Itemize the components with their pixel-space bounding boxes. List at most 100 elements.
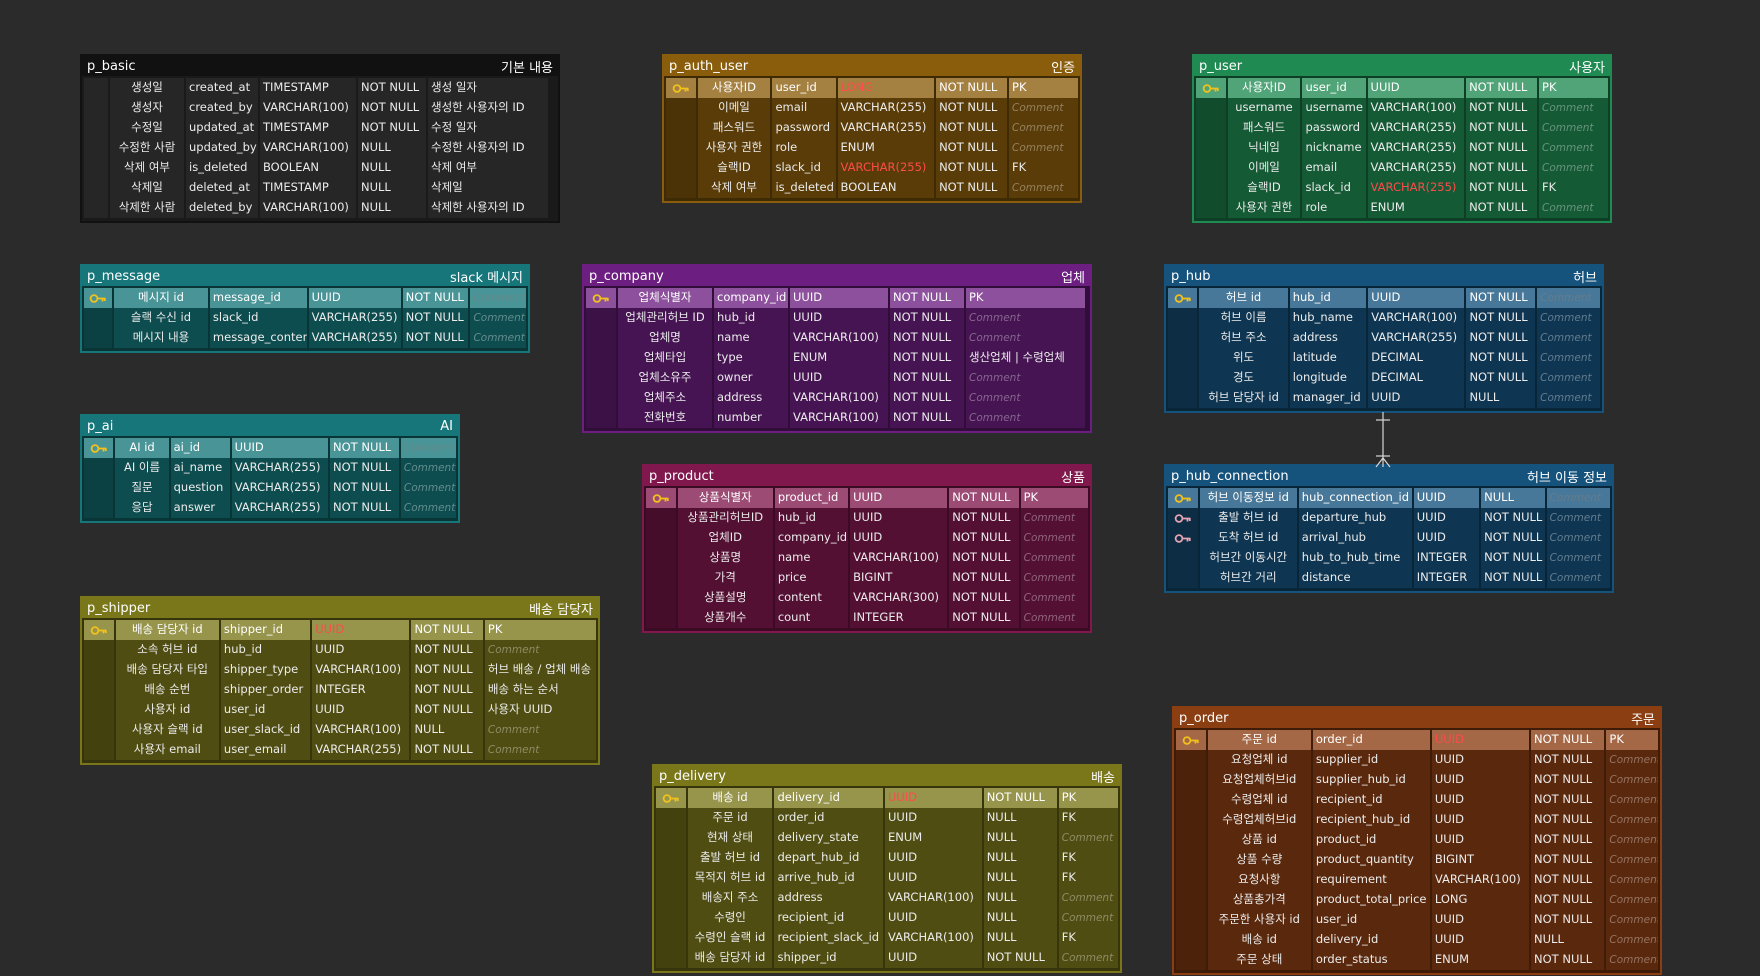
table-p_message[interactable]: p_message slack 메시지 메시지 id message_id UUID NO… [80, 264, 530, 353]
primary-key-row[interactable]: 사용자ID user_id LONG NOT NULL PK [666, 78, 1079, 98]
column-row[interactable]: 상품설명 content VARCHAR(300) NOT NULL Comment [646, 588, 1088, 608]
column-row[interactable]: 배송 id delivery_id UUID NULL Comment [1176, 930, 1659, 950]
table-header[interactable]: p_shipper 배송 담당자 [82, 598, 598, 618]
table-p_auth_user[interactable]: p_auth_user 인증 사용자ID user_id LONG NOT NULL PK 이… [662, 54, 1082, 203]
column-row[interactable]: 사용자 권한 role ENUM NOT NULL Comment [1196, 198, 1609, 218]
column-row[interactable]: 수령업체허브id recipient_hub_id UUID NOT NULL Comm… [1176, 810, 1659, 830]
column-row[interactable]: 업체관리허브 ID hub_id UUID NOT NULL Comment [586, 308, 1088, 328]
primary-key-row[interactable]: 상품식별자 product_id UUID NOT NULL PK [646, 488, 1088, 508]
column-row[interactable]: username username VARCHAR(100) NOT NULL Comm… [1196, 98, 1609, 118]
column-row[interactable]: 주문 상태 order_status ENUM NOT NULL Comment [1176, 950, 1659, 970]
primary-key-row[interactable]: 허브 이동정보 id hub_connection_id UUID NULL Comme… [1168, 488, 1610, 508]
table-header[interactable]: p_delivery 배송 [654, 766, 1120, 786]
column-row[interactable]: 요청사항 requirement VARCHAR(100) NOT NULL Comme… [1176, 870, 1659, 890]
column-row[interactable]: 상품총가격 product_total_price LONG NOT NULL Comm… [1176, 890, 1659, 910]
table-p_hub_connection[interactable]: p_hub_connection 허브 이동 정보 허브 이동정보 id hub_co… [1164, 464, 1614, 593]
table-header[interactable]: p_auth_user 인증 [664, 56, 1080, 76]
column-row[interactable]: 배송 순번 shipper_order INTEGER NOT NULL 배송 하는 순… [84, 680, 597, 700]
column-row[interactable]: 상품 수량 product_quantity BIGINT NOT NULL Comme… [1176, 850, 1659, 870]
column-row[interactable]: 배송 담당자 id shipper_id UUID NOT NULL Comment [656, 948, 1118, 968]
column-row[interactable]: 요청업체허브id supplier_hub_id UUID NOT NULL Comme… [1176, 770, 1659, 790]
table-p_order[interactable]: p_order 주문 주문 id order_id UUID NOT NULL PK 요청업체… [1172, 706, 1662, 975]
table-header[interactable]: p_hub_connection 허브 이동 정보 [1166, 466, 1612, 486]
table-p_company[interactable]: p_company 업체 업체식별자 company_id UUID NOT NULL PK… [582, 264, 1092, 433]
column-row[interactable]: 사용자 email user_email VARCHAR(255) NOT NULL C… [84, 740, 597, 760]
primary-key-row[interactable]: 업체식별자 company_id UUID NOT NULL PK [586, 288, 1088, 308]
column-row[interactable]: 패스워드 password VARCHAR(255) NOT NULL Comment [666, 118, 1079, 138]
column-row[interactable]: 슬랙ID slack_id VARCHAR(255) NOT NULL FK [666, 158, 1079, 178]
column-row[interactable]: 위도 latitude DECIMAL NOT NULL Comment [1168, 348, 1600, 368]
table-header[interactable]: p_product 상품 [644, 466, 1090, 486]
primary-key-row[interactable]: 배송 담당자 id shipper_id UUID NOT NULL PK [84, 620, 597, 640]
column-row[interactable]: 슬랙ID slack_id VARCHAR(255) NOT NULL FK [1196, 178, 1609, 198]
column-row[interactable]: 목적지 허브 id arrive_hub_id UUID NULL FK [656, 868, 1118, 888]
column-row[interactable]: 경도 longitude DECIMAL NOT NULL Comment [1168, 368, 1600, 388]
relation-hub-to-hub-connection[interactable] [1375, 412, 1391, 468]
table-p_product[interactable]: p_product 상품 상품식별자 product_id UUID NOT NULL PK… [642, 464, 1092, 633]
column-row[interactable]: 허브 이름 hub_name VARCHAR(100) NOT NULL Comment [1168, 308, 1600, 328]
column-row[interactable]: 응답 answer VARCHAR(255) NOT NULL Comment [84, 498, 456, 518]
column-row[interactable]: 주문한 사용자 id user_id UUID NOT NULL Comment [1176, 910, 1659, 930]
column-row[interactable]: 허브간 거리 distance INTEGER NOT NULL Comment [1168, 568, 1610, 588]
column-row[interactable]: 삭제일 deleted_at TIMESTAMP NULL 삭제일 [84, 178, 556, 198]
table-header[interactable]: p_hub 허브 [1166, 266, 1602, 286]
column-row[interactable]: 사용자 id user_id UUID NOT NULL 사용자 UUID [84, 700, 597, 720]
column-row[interactable]: 패스워드 password VARCHAR(255) NOT NULL Comment [1196, 118, 1609, 138]
column-row[interactable]: 허브간 이동시간 hub_to_hub_time INTEGER NOT NULL Co… [1168, 548, 1610, 568]
column-row[interactable]: 삭제 여부 is_deleted BOOLEAN NOT NULL Comment [666, 178, 1079, 198]
column-row[interactable]: 수정일 updated_at TIMESTAMP NOT NULL 수정 일자 [84, 118, 556, 138]
table-header[interactable]: p_company 업체 [584, 266, 1090, 286]
column-row[interactable]: 수령인 recipient_id UUID NULL Comment [656, 908, 1118, 928]
column-row[interactable]: 업체소유주 owner UUID NOT NULL Comment [586, 368, 1088, 388]
primary-key-row[interactable]: 메시지 id message_id UUID NOT NULL Comment [84, 288, 526, 308]
primary-key-row[interactable]: 사용자ID user_id UUID NOT NULL PK [1196, 78, 1609, 98]
column-row[interactable]: 닉네임 nickname VARCHAR(255) NOT NULL Comment [1196, 138, 1609, 158]
column-row[interactable]: 생성자 created_by VARCHAR(100) NOT NULL 생성한 사용자… [84, 98, 556, 118]
table-p_user[interactable]: p_user 사용자 사용자ID user_id UUID NOT NULL PK usern… [1192, 54, 1612, 223]
column-row[interactable]: 수령업체 id recipient_id UUID NOT NULL Comment [1176, 790, 1659, 810]
primary-key-row[interactable]: 허브 id hub_id UUID NOT NULL Comment [1168, 288, 1600, 308]
column-row[interactable]: 생성일 created_at TIMESTAMP NOT NULL 생성 일자 [84, 78, 556, 98]
column-row[interactable]: 슬랙 수신 id slack_id VARCHAR(255) NOT NULL Comm… [84, 308, 526, 328]
column-row[interactable]: 이메일 email VARCHAR(255) NOT NULL Comment [666, 98, 1079, 118]
column-row[interactable]: 전화번호 number VARCHAR(100) NOT NULL Comment [586, 408, 1088, 428]
column-row[interactable]: 수정한 사람 updated_by VARCHAR(100) NULL 수정한 사용자의… [84, 138, 556, 158]
column-row[interactable]: 소속 허브 id hub_id UUID NOT NULL Comment [84, 640, 597, 660]
table-header[interactable]: p_order 주문 [1174, 708, 1660, 728]
column-row[interactable]: 사용자 권한 role ENUM NOT NULL Comment [666, 138, 1079, 158]
column-row[interactable]: 배송 담당자 타입 shipper_type VARCHAR(100) NOT NUL… [84, 660, 597, 680]
column-row[interactable]: 상품 id product_id UUID NOT NULL Comment [1176, 830, 1659, 850]
column-row[interactable]: 질문 question VARCHAR(255) NOT NULL Comment [84, 478, 456, 498]
column-row[interactable]: 배송지 주소 address VARCHAR(100) NULL Comment [656, 888, 1118, 908]
table-p_shipper[interactable]: p_shipper 배송 담당자 배송 담당자 id shipper_id UUID NO… [80, 596, 600, 765]
column-row[interactable]: 상품개수 count INTEGER NOT NULL Comment [646, 608, 1088, 628]
column-row[interactable]: 도착 허브 id arrival_hub UUID NOT NULL Comment [1168, 528, 1610, 548]
column-row[interactable]: 가격 price BIGINT NOT NULL Comment [646, 568, 1088, 588]
table-p_basic[interactable]: p_basic 기본 내용 생성일 created_at TIMESTAMP NOT NU… [80, 54, 560, 223]
column-row[interactable]: 업체타입 type ENUM NOT NULL 생산업체 | 수령업체 [586, 348, 1088, 368]
column-row[interactable]: 업체주소 address VARCHAR(100) NOT NULL Comment [586, 388, 1088, 408]
column-row[interactable]: 요청업체 id supplier_id UUID NOT NULL Comment [1176, 750, 1659, 770]
column-row[interactable]: 출발 허브 id departure_hub UUID NOT NULL Comment [1168, 508, 1610, 528]
column-row[interactable]: 출발 허브 id depart_hub_id UUID NULL FK [656, 848, 1118, 868]
primary-key-row[interactable]: 배송 id delivery_id UUID NOT NULL PK [656, 788, 1118, 808]
table-p_hub[interactable]: p_hub 허브 허브 id hub_id UUID NOT NULL Comment 허브 … [1164, 264, 1604, 413]
column-row[interactable]: 상품명 name VARCHAR(100) NOT NULL Comment [646, 548, 1088, 568]
column-row[interactable]: 삭제 여부 is_deleted BOOLEAN NULL 삭제 여부 [84, 158, 556, 178]
column-row[interactable]: 수령인 슬랙 id recipient_slack_id VARCHAR(100) N… [656, 928, 1118, 948]
table-p_delivery[interactable]: p_delivery 배송 배송 id delivery_id UUID NOT NULL… [652, 764, 1122, 973]
column-row[interactable]: 주문 id order_id UUID NULL FK [656, 808, 1118, 828]
column-row[interactable]: 허브 주소 address VARCHAR(255) NOT NULL Comment [1168, 328, 1600, 348]
table-header[interactable]: p_ai AI [82, 416, 458, 436]
column-row[interactable]: 삭제한 사람 deleted_by VARCHAR(100) NULL 삭제한 사용자의… [84, 198, 556, 218]
column-row[interactable]: 현재 상태 delivery_state ENUM NULL Comment [656, 828, 1118, 848]
primary-key-row[interactable]: 주문 id order_id UUID NOT NULL PK [1176, 730, 1659, 750]
column-row[interactable]: AI 이름 ai_name VARCHAR(255) NOT NULL Comment [84, 458, 456, 478]
table-header[interactable]: p_message slack 메시지 [82, 266, 528, 286]
column-row[interactable]: 업체명 name VARCHAR(100) NOT NULL Comment [586, 328, 1088, 348]
table-p_ai[interactable]: p_ai AI AI id ai_id UUID NOT NULL Comment AI 이름… [80, 414, 460, 523]
column-row[interactable]: 메시지 내용 message_content VARCHAR(255) NOT NUL… [84, 328, 526, 348]
column-row[interactable]: 허브 담당자 id manager_id UUID NULL Comment [1168, 388, 1600, 408]
column-row[interactable]: 상품관리허브ID hub_id UUID NOT NULL Comment [646, 508, 1088, 528]
column-row[interactable]: 이메일 email VARCHAR(255) NOT NULL Comment [1196, 158, 1609, 178]
